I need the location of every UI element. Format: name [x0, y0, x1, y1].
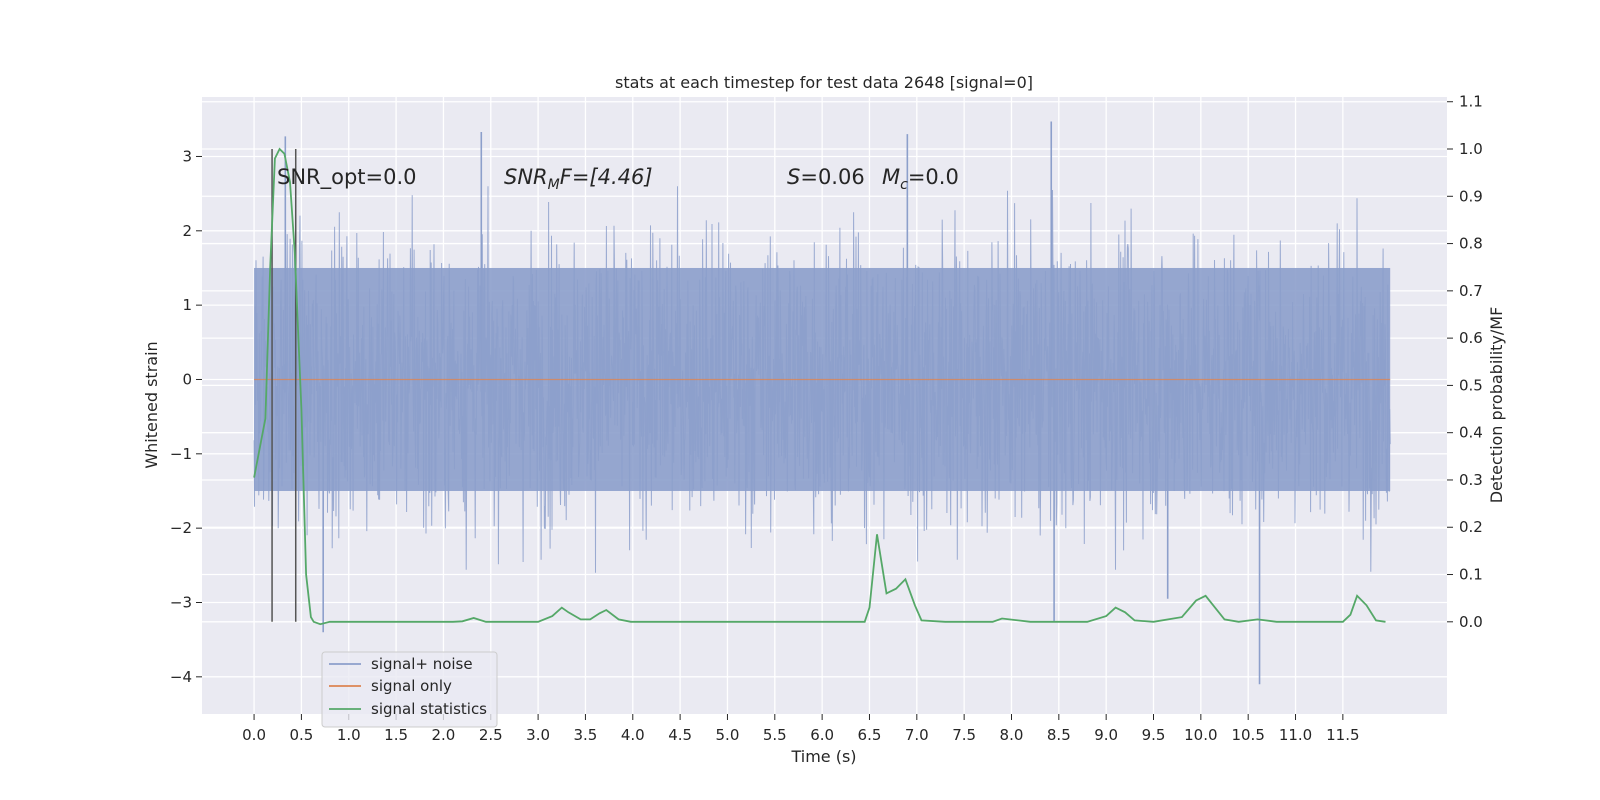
x-tick-label: 5.5 [763, 726, 787, 744]
x-tick-label: 1.0 [337, 726, 361, 744]
y-tick-label: −2 [170, 519, 192, 537]
x-tick-label: 7.5 [952, 726, 976, 744]
series-signal-statistics [253, 147, 1386, 626]
y2-tick-label: 0.4 [1459, 424, 1483, 442]
x-tick-label: 1.5 [384, 726, 408, 744]
x-tick-label: 10.5 [1231, 726, 1264, 744]
x-tick-label: 5.0 [716, 726, 740, 744]
x-tick-label: 8.0 [1000, 726, 1024, 744]
x-tick-label: 2.5 [479, 726, 503, 744]
x-ticks: 0.0 0.5 1.0 1.5 2.0 2.5 3.0 3.5 4.0 4.5 5.0 5.5 6.0 6… [242, 714, 1360, 744]
legend-label-signal-only: signal only [371, 677, 452, 695]
y2-tick-label: 0.8 [1459, 235, 1483, 253]
y-axis-label: Whitened strain [142, 341, 161, 468]
x-tick-label: 4.5 [668, 726, 692, 744]
x-tick-label: 3.5 [574, 726, 598, 744]
annotation-snr-opt: SNR_opt=0.0 [277, 165, 417, 190]
x-tick-label: 9.0 [1094, 726, 1118, 744]
x-tick-label: 6.5 [858, 726, 882, 744]
x-tick-label: 0.0 [242, 726, 266, 744]
legend: signal+ noise signal only signal statist… [321, 651, 498, 728]
x-tick-label: 2.0 [431, 726, 455, 744]
legend-label-signal-statistics: signal statistics [371, 700, 487, 718]
annotation-mc: Mc=0.0 [882, 165, 959, 193]
y2-tick-label: 0.9 [1459, 187, 1483, 205]
x-tick-label: 3.0 [526, 726, 550, 744]
x-tick-label: 7.0 [905, 726, 929, 744]
x-tick-label: 11.0 [1279, 726, 1312, 744]
x-tick-label: 6.0 [810, 726, 834, 744]
annotation-s: S=0.06 [787, 165, 865, 189]
y2-tick-label: 0.1 [1459, 566, 1483, 584]
x-tick-label: 8.5 [1047, 726, 1071, 744]
y2-ticks: 1.1 1.0 0.9 0.8 0.7 0.6 0.5 0.4 0.3 0.2 0.1 0.0 [1447, 93, 1483, 631]
y-ticks: 3 2 1 0 −1 −2 −3 −4 [170, 147, 202, 686]
y-tick-label: 0 [182, 370, 192, 388]
y2-tick-label: 0.2 [1459, 518, 1483, 536]
legend-label-signal-plus-noise: signal+ noise [371, 655, 473, 673]
y2-tick-label: 1.0 [1459, 140, 1483, 158]
annotation-snr-mf: SNRMF=[4.46] [504, 165, 653, 193]
y2-tick-label: 1.1 [1459, 93, 1483, 111]
y2-tick-label: 0.5 [1459, 376, 1483, 394]
y2-tick-label: 0.0 [1459, 613, 1483, 631]
y-tick-label: 2 [182, 222, 192, 240]
chart-title: stats at each timestep for test data 264… [615, 73, 1033, 92]
y2-tick-label: 0.3 [1459, 471, 1483, 489]
y2-tick-label: 0.7 [1459, 282, 1483, 300]
x-tick-label: 9.5 [1142, 726, 1166, 744]
y-tick-label: 1 [182, 296, 192, 314]
y-tick-label: −3 [170, 593, 192, 611]
y2-tick-label: 0.6 [1459, 329, 1483, 347]
y-tick-label: −1 [170, 445, 192, 463]
legend-box [321, 651, 498, 728]
y2-axis-label: Detection probability/MF [1487, 307, 1506, 504]
x-tick-label: 10.0 [1184, 726, 1217, 744]
x-tick-label: 4.0 [621, 726, 645, 744]
x-axis-label: Time (s) [790, 747, 856, 766]
x-tick-label: 11.5 [1326, 726, 1359, 744]
y-tick-label: −4 [170, 668, 192, 686]
y-tick-label: 3 [182, 147, 192, 165]
x-tick-label: 0.5 [289, 726, 313, 744]
